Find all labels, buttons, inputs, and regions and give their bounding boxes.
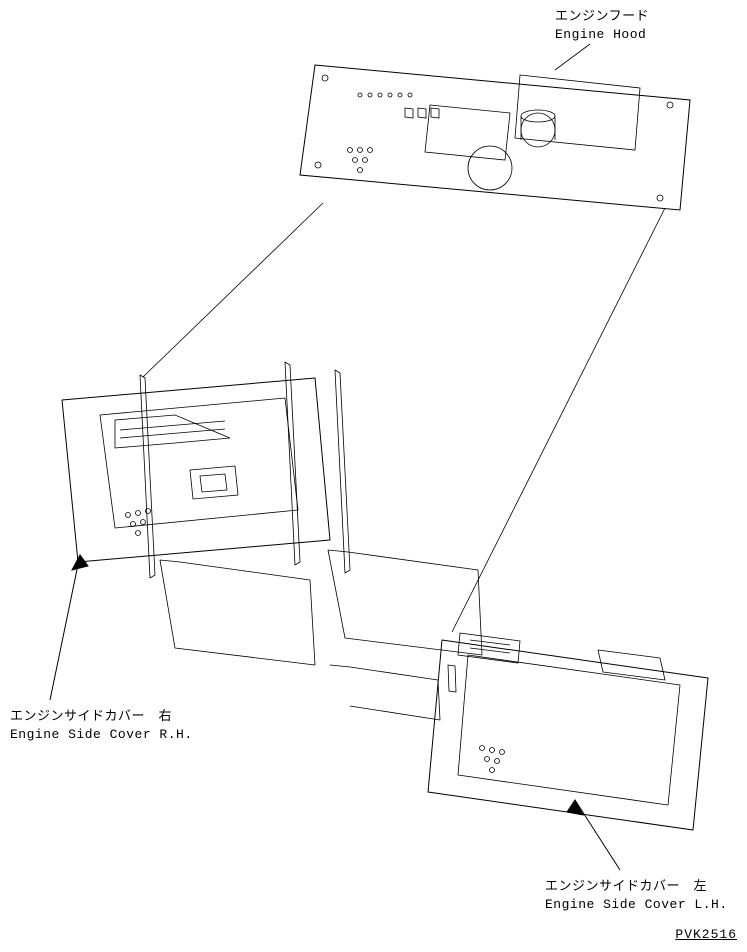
label-side-cover-rh: エンジンサイドカバー 右 Engine Side Cover R.H. [10, 708, 193, 743]
label-engine-hood-jp: エンジンフード [555, 8, 649, 26]
label-side-cover-lh-jp: エンジンサイドカバー 左 [545, 878, 728, 896]
label-engine-hood-en: Engine Hood [555, 26, 649, 44]
drawing-id: PVK2516 [675, 927, 737, 942]
label-side-cover-rh-en: Engine Side Cover R.H. [10, 726, 193, 744]
label-engine-hood: エンジンフード Engine Hood [555, 8, 649, 43]
label-side-cover-rh-jp: エンジンサイドカバー 右 [10, 708, 193, 726]
label-side-cover-lh: エンジンサイドカバー 左 Engine Side Cover L.H. [545, 878, 728, 913]
label-side-cover-lh-en: Engine Side Cover L.H. [545, 896, 728, 914]
exploded-diagram [0, 0, 747, 952]
